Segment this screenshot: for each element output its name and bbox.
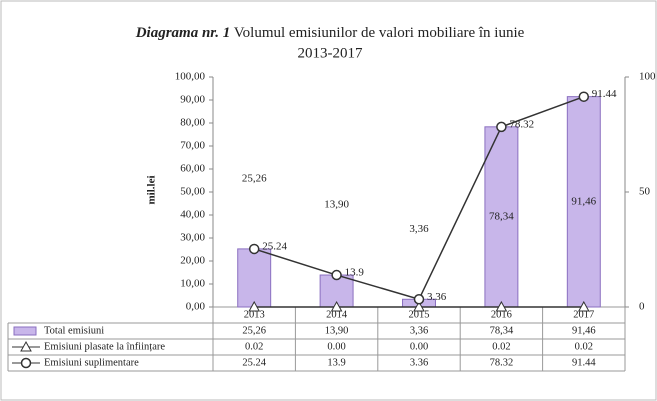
x-tick-label: 2016 (491, 309, 512, 320)
y-axis-label: mil.lei (146, 175, 158, 204)
line-marker (20, 357, 32, 369)
y-tick-label: 50,00 (180, 186, 205, 198)
line-marker (578, 91, 590, 102)
table-value: 13.9 (327, 357, 345, 368)
table-value: 78.32 (490, 357, 514, 368)
x-tick-label: 2014 (326, 309, 348, 320)
table-value: 0.02 (492, 341, 510, 352)
x-tick-label: 2017 (573, 309, 594, 320)
table-value: 78,34 (490, 325, 514, 336)
bar (566, 96, 601, 308)
data-label: 78,34 (489, 210, 514, 222)
y-tick-label: 90,00 (180, 94, 205, 106)
line-marker (248, 243, 260, 255)
y-tick-label: 60,00 (180, 163, 205, 175)
legend-label: Total emisiuni (44, 325, 104, 336)
x-tick-label: 2013 (244, 309, 265, 320)
line-marker (248, 300, 261, 312)
y-tick-label: 80,00 (180, 117, 205, 129)
line-marker (330, 300, 343, 312)
table-value: 0.00 (327, 341, 345, 352)
data-label: 25,26 (242, 172, 267, 184)
legend-label: Emisiuni suplimentare (44, 357, 139, 368)
y-tick-label: 30,00 (180, 232, 205, 244)
table-value: 13,90 (325, 325, 349, 336)
y2-tick-label: 0 (639, 301, 645, 313)
line-marker (331, 269, 342, 281)
table-value: 3.36 (410, 357, 428, 368)
data-label: 91,46 (571, 195, 596, 207)
legend-label: Emisiuni plasate la înființare (44, 341, 165, 352)
line-marker (413, 300, 425, 312)
title-line: Volumul emisiunilor de valori mobiliare … (234, 25, 525, 41)
table-value: 25,26 (242, 325, 266, 336)
data-label: 91.44 (592, 88, 617, 100)
title-label: Diagrama nr. 1 (135, 25, 231, 41)
line-marker (20, 340, 32, 352)
data-label: 13,90 (324, 199, 349, 211)
line-marker (495, 300, 508, 312)
table-value: 25.24 (242, 357, 266, 368)
bar (484, 126, 519, 308)
y2-tick-label: 100 (639, 71, 656, 83)
line-marker (496, 121, 507, 133)
table-value: 0.00 (410, 341, 428, 352)
y-tick-label: 0,00 (186, 301, 206, 313)
y-tick-label: 100,00 (175, 71, 206, 83)
data-label: 25.24 (262, 240, 287, 252)
line-marker (577, 300, 590, 312)
line-marker (413, 294, 425, 305)
y2-tick-label: 50 (639, 186, 651, 198)
table-value: 0.02 (245, 341, 263, 352)
data-label: 3.36 (427, 291, 447, 303)
table-value: 91.44 (572, 357, 596, 368)
bar (237, 248, 272, 308)
chart-title: Diagrama nr. 1 Volumul emisiunilor de va… (135, 25, 525, 41)
table-value: 91,46 (572, 325, 596, 336)
title-line: 2013-2017 (298, 45, 363, 61)
x-tick-label: 2015 (409, 309, 430, 320)
table-value: 0.02 (575, 341, 593, 352)
legend-key (13, 326, 37, 336)
y-tick-label: 10,00 (180, 278, 205, 290)
y-tick-label: 70,00 (180, 140, 205, 152)
data-label: 3,36 (409, 223, 429, 235)
data-label: 13.9 (345, 267, 365, 279)
data-label: 78.32 (509, 118, 534, 130)
y-tick-label: 40,00 (180, 209, 205, 221)
table-value: 3,36 (410, 325, 428, 336)
y-tick-label: 20,00 (180, 255, 205, 267)
